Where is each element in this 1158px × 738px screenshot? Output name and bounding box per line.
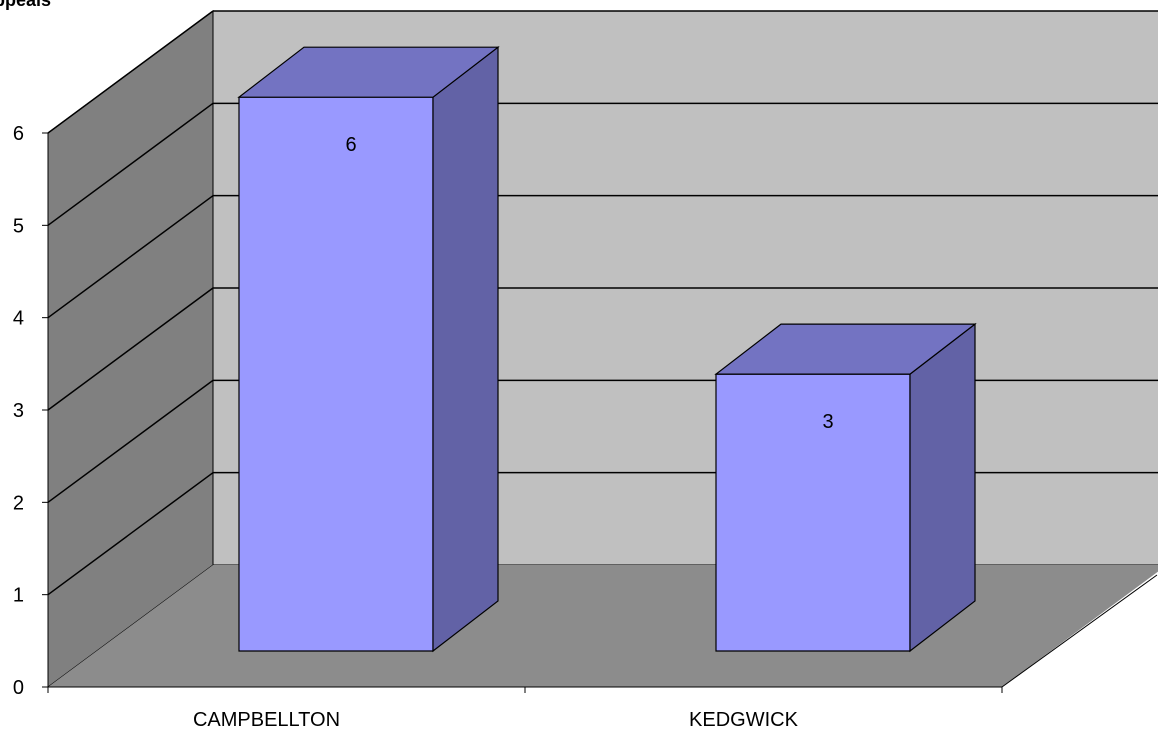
y-tick-label: 2: [13, 492, 24, 514]
tick-labels: 0 1 2 3 4 5 6 6 CAMPBELLTON 3 KEDGWICK: [13, 123, 834, 731]
data-label: 3: [822, 411, 833, 433]
bar-front: [238, 96, 434, 652]
y-tick-label: 1: [13, 585, 24, 607]
bar-front: [715, 373, 911, 652]
chart-walls: [47, 10, 1158, 688]
gridline-side: [47, 379, 214, 503]
gridline-side: [47, 102, 214, 226]
gridline-side: [47, 195, 214, 319]
floor-right-edge: [1001, 574, 1158, 688]
y-tick-label: 0: [13, 677, 24, 699]
y-tick-label: 6: [13, 123, 24, 145]
bar-side: [432, 45, 499, 653]
bar-kedgwick: [714, 322, 977, 653]
bar-campbellton: [237, 45, 500, 653]
data-label: 6: [345, 134, 356, 156]
gridline-side: [47, 10, 214, 134]
bar-side: [909, 322, 976, 653]
y-tick-label: 4: [13, 308, 24, 330]
bars: [237, 45, 977, 653]
y-tick-label: 3: [13, 400, 24, 422]
y-tick-label: 5: [13, 215, 24, 237]
axes: [42, 132, 1158, 693]
bar-top: [714, 323, 977, 375]
gridline-side: [47, 472, 214, 596]
x-category-label: CAMPBELLTON: [193, 709, 340, 731]
gridline-side: [47, 287, 214, 411]
chart-title: ppeals: [0, 0, 51, 10]
x-category-label: KEDGWICK: [689, 709, 799, 731]
bar-top: [237, 46, 500, 98]
floor: [48, 565, 1158, 687]
